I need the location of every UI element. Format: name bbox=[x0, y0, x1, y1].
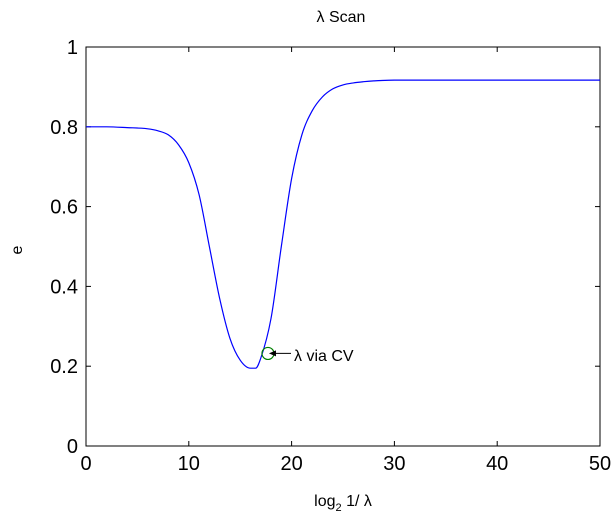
y-tick-label: 0.8 bbox=[50, 117, 78, 139]
x-axis-label: log2 1/ λ bbox=[314, 493, 372, 514]
series-layer bbox=[86, 79, 600, 369]
y-tick-label: 0 bbox=[67, 436, 78, 458]
x-tick-label: 10 bbox=[178, 453, 200, 475]
x-axis-label-base: log bbox=[314, 493, 335, 510]
x-tick-label: 20 bbox=[280, 453, 302, 475]
x-tick-label: 0 bbox=[80, 453, 91, 475]
x-axis-label-subscript: 2 bbox=[336, 502, 342, 514]
y-axis-label: e bbox=[9, 245, 26, 254]
annotation-arrow-head bbox=[268, 350, 276, 357]
annotation-label: λ via CV bbox=[294, 348, 354, 365]
x-axis: 0 10 20 30 40 50 bbox=[80, 47, 611, 475]
x-tick-label: 30 bbox=[383, 453, 405, 475]
chart-title: λ Scan bbox=[317, 9, 366, 26]
series-line bbox=[86, 79, 600, 369]
y-tick-label: 0.2 bbox=[50, 356, 78, 378]
axes-box bbox=[85, 46, 601, 447]
x-tick-label: 50 bbox=[589, 453, 611, 475]
x-axis-label-rest: 1/ λ bbox=[342, 493, 372, 510]
y-tick-label: 1 bbox=[67, 37, 78, 59]
annotation-layer: λ via CV bbox=[268, 348, 354, 365]
x-tick-label: 40 bbox=[486, 453, 508, 475]
y-axis: 0 0.2 0.4 0.6 0.8 1 bbox=[50, 37, 600, 458]
y-tick-label: 0.4 bbox=[50, 276, 78, 298]
plot-area: 0 10 20 30 40 50 0 0.2 0.4 0.6 0.8 1 λ via CV bbox=[50, 37, 611, 475]
y-tick-label: 0.6 bbox=[50, 197, 78, 219]
